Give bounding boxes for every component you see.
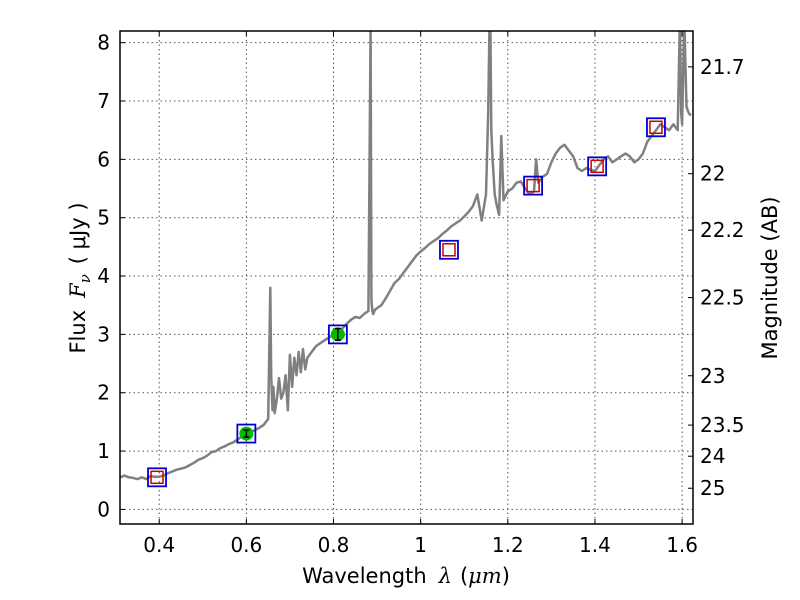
mag-tick-label-1: 22 xyxy=(700,162,725,186)
observed-point-1 xyxy=(330,327,345,342)
mag-tick-label-3: 22.5 xyxy=(700,286,745,310)
model-point-1 xyxy=(236,423,257,444)
axis-ticks: 0.4 0.6 0.8 1 1.2 1.4 1.601234567821.72222.222… xyxy=(97,31,744,557)
y-tick-label-5: 5 xyxy=(97,206,110,230)
x-axis-label: Wavelength λ (μm) xyxy=(302,564,510,588)
y2-axis-label: Magnitude (AB) xyxy=(758,196,782,359)
mag-tick-label-5: 23.5 xyxy=(700,413,745,437)
synthetic-point-0 xyxy=(150,470,164,485)
y-tick-label-6: 6 xyxy=(97,147,110,171)
plot-area xyxy=(120,31,692,481)
x-tick-label-0: 0.4 xyxy=(143,533,175,557)
y-tick-label-2: 2 xyxy=(97,381,110,405)
x-tick-label-5: 1.4 xyxy=(579,533,611,557)
x-tick-label-6: 1.6 xyxy=(666,533,698,557)
model-point-5 xyxy=(587,156,608,177)
model-point-6 xyxy=(646,117,666,138)
observed-point-0 xyxy=(239,426,254,441)
mag-tick-label-2: 22.2 xyxy=(700,218,745,242)
y-tick-label-8: 8 xyxy=(97,31,110,55)
y-axis-label: FluxFν( μJy ) xyxy=(66,202,94,353)
y-tick-label-0: 0 xyxy=(97,497,110,521)
x-tick-label-2: 0.8 xyxy=(318,533,350,557)
mag-tick-label-4: 23 xyxy=(700,364,725,388)
synthetic-point-3 xyxy=(590,159,604,174)
grid xyxy=(120,31,693,524)
x-tick-label-3: 1 xyxy=(414,533,427,557)
y-tick-label-4: 4 xyxy=(97,264,110,288)
photometry-markers xyxy=(147,117,666,488)
y-tick-label-3: 3 xyxy=(97,322,110,346)
model-point-3 xyxy=(439,239,459,260)
mag-tick-label-6: 24 xyxy=(700,444,725,468)
y-tick-label-7: 7 xyxy=(97,89,110,113)
model-point-2 xyxy=(327,324,348,345)
synthetic-point-2 xyxy=(526,178,540,193)
axes-frame xyxy=(119,30,694,525)
mag-tick-label-0: 21.7 xyxy=(700,55,745,79)
synthetic-point-1 xyxy=(442,243,456,257)
synthetic-point-4 xyxy=(649,120,663,135)
series-line-model-spectrum xyxy=(120,31,692,481)
model-point-4 xyxy=(523,175,543,196)
mag-tick-label-7: 25 xyxy=(700,476,725,500)
x-tick-label-1: 0.6 xyxy=(230,533,262,557)
x-tick-label-4: 1.2 xyxy=(492,533,524,557)
y-tick-label-1: 1 xyxy=(97,439,110,463)
model-point-0 xyxy=(147,467,167,488)
